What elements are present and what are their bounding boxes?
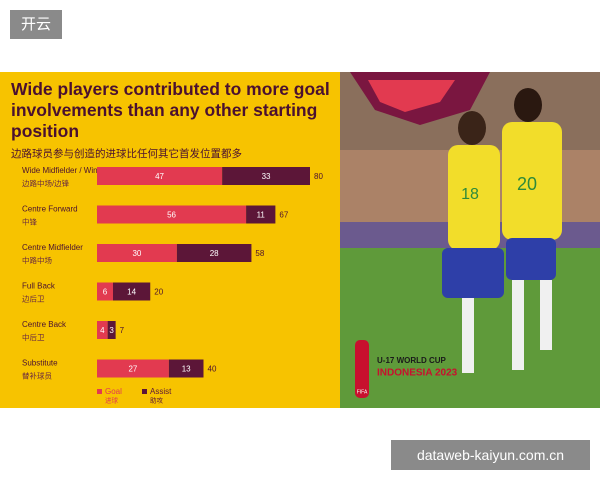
bar-segment <box>97 321 108 339</box>
legend-swatch <box>142 389 147 394</box>
total-label: 58 <box>255 249 264 258</box>
category-label-zh: 中路中场 <box>22 255 52 265</box>
chart-background <box>0 72 340 408</box>
value-label: 13 <box>182 365 191 374</box>
player-leg <box>540 280 552 350</box>
value-label: 56 <box>167 211 176 220</box>
bar-segment <box>97 282 113 301</box>
bar-segment <box>246 205 276 224</box>
legend-label-zh: 进球 <box>105 396 119 405</box>
photo-graphic <box>368 80 455 112</box>
category-label: Centre Forward <box>22 205 78 214</box>
player-leg <box>462 298 474 373</box>
bar-segment <box>107 321 116 339</box>
category-label: Wide Midfielder / Winger <box>22 166 109 175</box>
value-label: 11 <box>257 211 266 220</box>
value-label: 30 <box>132 249 141 258</box>
total-label: 40 <box>208 365 217 374</box>
total-label: 7 <box>120 326 125 335</box>
bar-segment <box>168 359 204 378</box>
player-shirt <box>448 145 500 250</box>
player-head <box>458 111 486 145</box>
value-label: 28 <box>210 249 219 258</box>
logo-trophy <box>355 340 369 398</box>
category-label-zh: 中锋 <box>22 216 37 226</box>
bar-segment <box>176 244 252 262</box>
bar-segment <box>97 244 177 262</box>
value-label: 14 <box>127 288 136 297</box>
legend-label: Assist <box>150 387 172 396</box>
photo: 18 20 FIFA U-17 WORLD CUP INDONESIA 2023 <box>340 72 600 408</box>
player-head <box>514 88 542 122</box>
category-label-zh: 中后卫 <box>22 332 45 342</box>
logo-text: U-17 WORLD CUP <box>377 356 447 365</box>
jersey-number: 20 <box>517 174 537 194</box>
value-label: 27 <box>128 365 137 374</box>
category-label: Centre Midfielder <box>22 243 83 252</box>
value-label: 3 <box>109 326 114 335</box>
category-label-zh: 边路中场/边锋 <box>22 178 70 188</box>
logo-text: INDONESIA 2023 <box>377 368 458 379</box>
category-label: Full Back <box>22 282 56 291</box>
category-label-zh: 边后卫 <box>22 293 45 303</box>
watermark[interactable]: dataweb-kaiyun.com.cn <box>391 440 590 470</box>
bar-segment <box>97 359 169 378</box>
legend-swatch <box>97 389 102 394</box>
bar-segment <box>112 282 151 301</box>
jersey-number: 18 <box>461 186 479 203</box>
total-label: 80 <box>314 172 323 181</box>
total-label: 67 <box>279 211 288 220</box>
category-label: Substitute <box>22 359 58 368</box>
bar-segment <box>97 167 223 185</box>
value-label: 47 <box>155 172 164 181</box>
chart-subtitle: 边路球员参与创造的进球比任何其它首发位置都多 <box>11 148 242 160</box>
player-shirt <box>502 122 562 240</box>
player-leg <box>512 280 524 370</box>
value-label: 33 <box>262 172 271 181</box>
category-label-zh: 替补球员 <box>22 370 52 380</box>
brand-tag[interactable]: 开云 <box>10 10 62 39</box>
total-label: 20 <box>154 288 163 297</box>
player-shorts <box>442 248 504 298</box>
chart-title: Wide players contributed to more goal in… <box>11 79 330 141</box>
value-label: 4 <box>100 326 105 335</box>
category-label: Centre Back <box>22 320 67 329</box>
bar-segment <box>97 205 247 224</box>
logo-badge: FIFA <box>357 389 368 395</box>
value-label: 6 <box>103 288 108 297</box>
bar-segment <box>222 167 310 185</box>
legend-label-zh: 助攻 <box>150 396 164 405</box>
legend-label: Goal <box>105 387 122 396</box>
player-shorts <box>506 238 556 280</box>
